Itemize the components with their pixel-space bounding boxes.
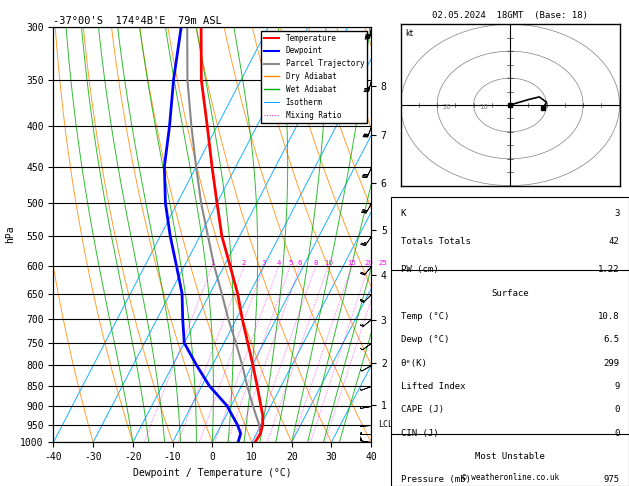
Text: 975: 975 xyxy=(603,475,620,485)
Text: Lifted Index: Lifted Index xyxy=(401,382,465,391)
Text: Dewp (°C): Dewp (°C) xyxy=(401,335,449,345)
Text: 0: 0 xyxy=(614,405,620,415)
Y-axis label: hPa: hPa xyxy=(4,226,14,243)
Text: θᵉ(K): θᵉ(K) xyxy=(401,359,428,368)
Y-axis label: km
ASL: km ASL xyxy=(392,226,414,243)
Text: 5: 5 xyxy=(288,260,292,266)
Text: Temp (°C): Temp (°C) xyxy=(401,312,449,321)
Text: 6: 6 xyxy=(298,260,303,266)
X-axis label: Dewpoint / Temperature (°C): Dewpoint / Temperature (°C) xyxy=(133,468,292,478)
Text: 10.8: 10.8 xyxy=(598,312,620,321)
Text: 2: 2 xyxy=(242,260,247,266)
Text: 4: 4 xyxy=(277,260,281,266)
Text: 20: 20 xyxy=(364,260,373,266)
Text: 3: 3 xyxy=(614,209,620,218)
Text: Most Unstable: Most Unstable xyxy=(475,452,545,461)
Text: 42: 42 xyxy=(609,237,620,246)
Text: 6.5: 6.5 xyxy=(603,335,620,345)
Text: Totals Totals: Totals Totals xyxy=(401,237,470,246)
Text: 10: 10 xyxy=(324,260,333,266)
Text: K: K xyxy=(401,209,406,218)
Text: 1.22: 1.22 xyxy=(598,265,620,275)
Text: CIN (J): CIN (J) xyxy=(401,429,438,438)
Text: 25: 25 xyxy=(378,260,387,266)
Text: PW (cm): PW (cm) xyxy=(401,265,438,275)
Text: -37°00'S  174°4B'E  79m ASL: -37°00'S 174°4B'E 79m ASL xyxy=(53,16,222,26)
Text: 299: 299 xyxy=(603,359,620,368)
Text: 20: 20 xyxy=(443,104,452,110)
Text: CAPE (J): CAPE (J) xyxy=(401,405,443,415)
Text: LCL: LCL xyxy=(378,420,393,429)
Text: Surface: Surface xyxy=(491,289,529,298)
Text: 3: 3 xyxy=(262,260,266,266)
Text: 15: 15 xyxy=(347,260,356,266)
Text: 10: 10 xyxy=(479,104,488,110)
Text: 8: 8 xyxy=(313,260,318,266)
Text: kt: kt xyxy=(405,29,413,37)
Bar xyxy=(391,197,629,486)
Text: 9: 9 xyxy=(614,382,620,391)
Text: 02.05.2024  18GMT  (Base: 18): 02.05.2024 18GMT (Base: 18) xyxy=(432,11,588,20)
Text: © weatheronline.co.uk: © weatheronline.co.uk xyxy=(462,473,559,482)
Text: 0: 0 xyxy=(614,429,620,438)
Legend: Temperature, Dewpoint, Parcel Trajectory, Dry Adiabat, Wet Adiabat, Isotherm, Mi: Temperature, Dewpoint, Parcel Trajectory… xyxy=(261,31,367,122)
Text: Pressure (mb): Pressure (mb) xyxy=(401,475,470,485)
Text: 1: 1 xyxy=(210,260,214,266)
